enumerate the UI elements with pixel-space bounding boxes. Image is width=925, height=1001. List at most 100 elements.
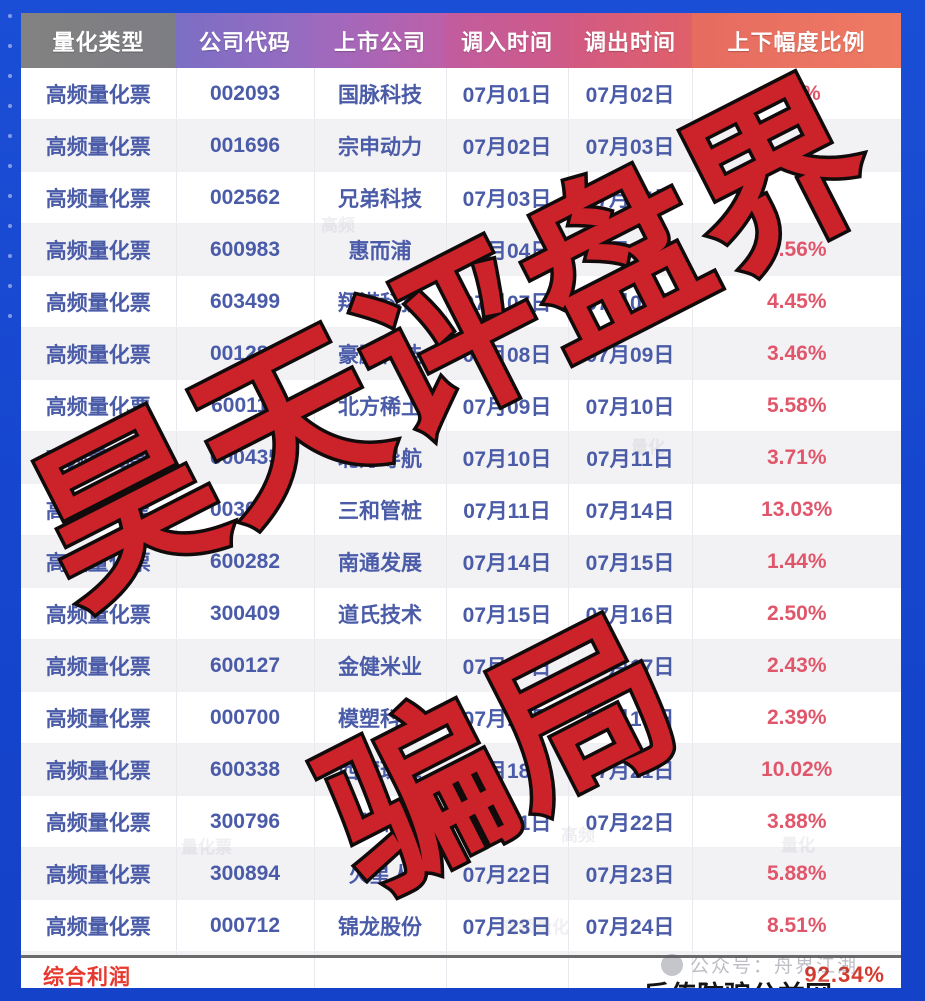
cell-entry-date: 07月08日 (446, 327, 569, 380)
table-row[interactable]: 高频量化票 300409 道氏技术 07月15日 07月16日 2.50% (21, 587, 901, 640)
summary-cell (568, 958, 693, 988)
cell-company-code: 600435 (176, 431, 315, 484)
table-row[interactable]: 高频量化票 600435 北方导航 07月10日 07月11日 3.71% (21, 431, 901, 484)
table-row[interactable]: 高频量化票 600111 北方稀土 07月09日 07月10日 5.58% (21, 379, 901, 432)
table-row[interactable]: 高频量化票 002562 兄弟科技 07月03日 07月04日 (21, 171, 901, 224)
cell-change-ratio: 2.43% (692, 639, 901, 692)
cell-change-ratio: 13.03% (692, 483, 901, 536)
cell-entry-date: 07月09日 (446, 379, 569, 432)
spreadsheet-sheet: 量化类型 公司代码 上市公司 调入时间 调出时间 上下幅度比例 高频量化票 002… (21, 13, 901, 988)
cell-exit-date: 07月18日 (568, 691, 693, 744)
cell-change-ratio: 4.45% (692, 275, 901, 328)
cell-quant-type: 高频量化票 (21, 795, 177, 848)
summary-row: 综合利润 92.34% (21, 958, 901, 988)
cell-company-name: 火星人 (314, 847, 447, 900)
cell-exit-date: 07月23日 (568, 847, 693, 900)
cell-quant-type: 高频量化票 (21, 847, 177, 900)
cell-company-code: 300409 (176, 587, 315, 640)
table-row[interactable]: 高频量化票 000712 锦龙股份 07月23日 07月24日 8.51% (21, 899, 901, 952)
cell-entry-date: 07月04日 (446, 223, 569, 276)
cell-change-ratio: 5.56% (692, 223, 901, 276)
table-row[interactable]: 高频量化票 600282 南通发展 07月14日 07月15日 1.44% (21, 535, 901, 588)
cell-company-code: 600338 (176, 743, 315, 796)
table-row[interactable]: 高频量化票 003037 三和管桩 07月11日 07月14日 13.03% (21, 483, 901, 536)
table-row[interactable]: 高频量化票 603499 翔港科技 07月07日 07月08日 4.45% (21, 275, 901, 328)
summary-divider (21, 955, 901, 958)
cell-exit-date: 07月16日 (568, 587, 693, 640)
cell-change-ratio: 3.88% (692, 795, 901, 848)
cell-quant-type: 高频量化票 (21, 275, 177, 328)
cell-exit-date: 07月24日 (568, 899, 693, 952)
summary-cell (314, 958, 447, 988)
cell-exit-date: 07月08日 (568, 275, 693, 328)
cell-entry-date: 07月22日 (446, 847, 569, 900)
cell-exit-date: 07月04日 (568, 171, 693, 224)
cell-entry-date: 07月21日 (446, 795, 569, 848)
column-header-company-code[interactable]: 公司代码 (176, 13, 314, 68)
column-header-entry-date[interactable]: 调入时间 (446, 13, 568, 68)
cell-quant-type: 高频量化票 (21, 587, 177, 640)
cell-quant-type: 高频量化票 (21, 223, 177, 276)
cell-quant-type: 高频量化票 (21, 379, 177, 432)
table-row[interactable]: 高频量化票 600338 西藏珠峰 07月18日 07月21日 10.02% (21, 743, 901, 796)
summary-total-value: 92.34% (804, 962, 885, 987)
cell-company-code: 002562 (176, 171, 315, 224)
cell-quant-type: 高频量化票 (21, 68, 177, 120)
cell-entry-date: 07月11日 (446, 483, 569, 536)
cell-company-name: 兄弟科技 (314, 171, 447, 224)
cell-company-name: 三和管桩 (314, 483, 447, 536)
cell-company-name: 锦龙股份 (314, 899, 447, 952)
column-header-exit-date[interactable]: 调出时间 (568, 13, 692, 68)
cell-change-ratio: 8.51% (692, 899, 901, 952)
wechat-account-watermark: 公众号：舟界江湖 (661, 951, 858, 978)
cell-company-code: 603499 (176, 275, 315, 328)
column-header-listed-company[interactable]: 上市公司 (314, 13, 446, 68)
table-row[interactable]: 高频量化票 000700 模塑科技 07月17日 07月18日 2.39% (21, 691, 901, 744)
anti-fraud-site-watermark: 反传防骗公益网 www.wazi.cc (643, 974, 901, 988)
cell-change-ratio: 3.46% (692, 327, 901, 380)
cell-change-ratio: 5.58% (692, 379, 901, 432)
table-row[interactable]: 高频量化票 001283 豪鹏科技 07月08日 07月09日 3.46% (21, 327, 901, 380)
cell-exit-date: 07月09日 (568, 327, 693, 380)
summary-cell (176, 958, 315, 988)
column-header-change-ratio[interactable]: 上下幅度比例 (692, 13, 901, 68)
cell-company-code: 003037 (176, 483, 315, 536)
cell-exit-date: 07月02日 (568, 68, 693, 120)
cell-company-name: 北方稀土 (314, 379, 447, 432)
cell-change-ratio: 5.88% (692, 847, 901, 900)
cell-quant-type: 高频量化票 (21, 743, 177, 796)
table-row[interactable]: 高频量化票 600983 惠而浦 07月04日 07月07日 5.56% (21, 223, 901, 276)
table-row[interactable]: 高频量化票 001696 宗申动力 07月02日 07月03日 (21, 119, 901, 172)
table-row[interactable]: 高频量化票 600127 金健米业 07月16日 07月17日 2.43% (21, 639, 901, 692)
cell-entry-date: 07月18日 (446, 743, 569, 796)
cell-company-name: 贝斯美 (314, 795, 447, 848)
cell-company-code: 000712 (176, 899, 315, 952)
column-header-quant-type[interactable]: 量化类型 (21, 13, 176, 68)
cell-change-ratio: 10.02% (692, 743, 901, 796)
cell-quant-type: 高频量化票 (21, 535, 177, 588)
wechat-icon (661, 953, 683, 976)
cell-change-ratio: 2.50% (692, 587, 901, 640)
cell-company-code: 300894 (176, 847, 315, 900)
cell-company-code: 600983 (176, 223, 315, 276)
cell-company-name: 豪鹏科技 (314, 327, 447, 380)
summary-label: 综合利润 (43, 966, 131, 988)
cell-company-name: 宗申动力 (314, 119, 447, 172)
table-row[interactable]: 高频量化票 002093 国脉科技 07月01日 07月02日 5.6% (21, 68, 901, 120)
table-row[interactable]: 高频量化票 300894 火星人 07月22日 07月23日 5.88% (21, 847, 901, 900)
cell-quant-type: 高频量化票 (21, 171, 177, 224)
table-header: 量化类型 公司代码 上市公司 调入时间 调出时间 上下幅度比例 (21, 13, 901, 68)
cell-company-code: 600111 (176, 379, 315, 432)
cell-change-ratio: 1.44% (692, 535, 901, 588)
cell-quant-type: 高频量化票 (21, 691, 177, 744)
cell-exit-date: 07月14日 (568, 483, 693, 536)
cell-company-code: 600282 (176, 535, 315, 588)
cell-change-ratio: 5.6% (692, 68, 901, 120)
cell-company-code: 001696 (176, 119, 315, 172)
cell-company-name: 西藏珠峰 (314, 743, 447, 796)
cell-exit-date: 07月22日 (568, 795, 693, 848)
cell-company-name: 国脉科技 (314, 68, 447, 120)
table-row[interactable]: 高频量化票 300796 贝斯美 07月21日 07月22日 3.88% (21, 795, 901, 848)
cell-exit-date: 07月07日 (568, 223, 693, 276)
cell-quant-type: 高频量化票 (21, 639, 177, 692)
